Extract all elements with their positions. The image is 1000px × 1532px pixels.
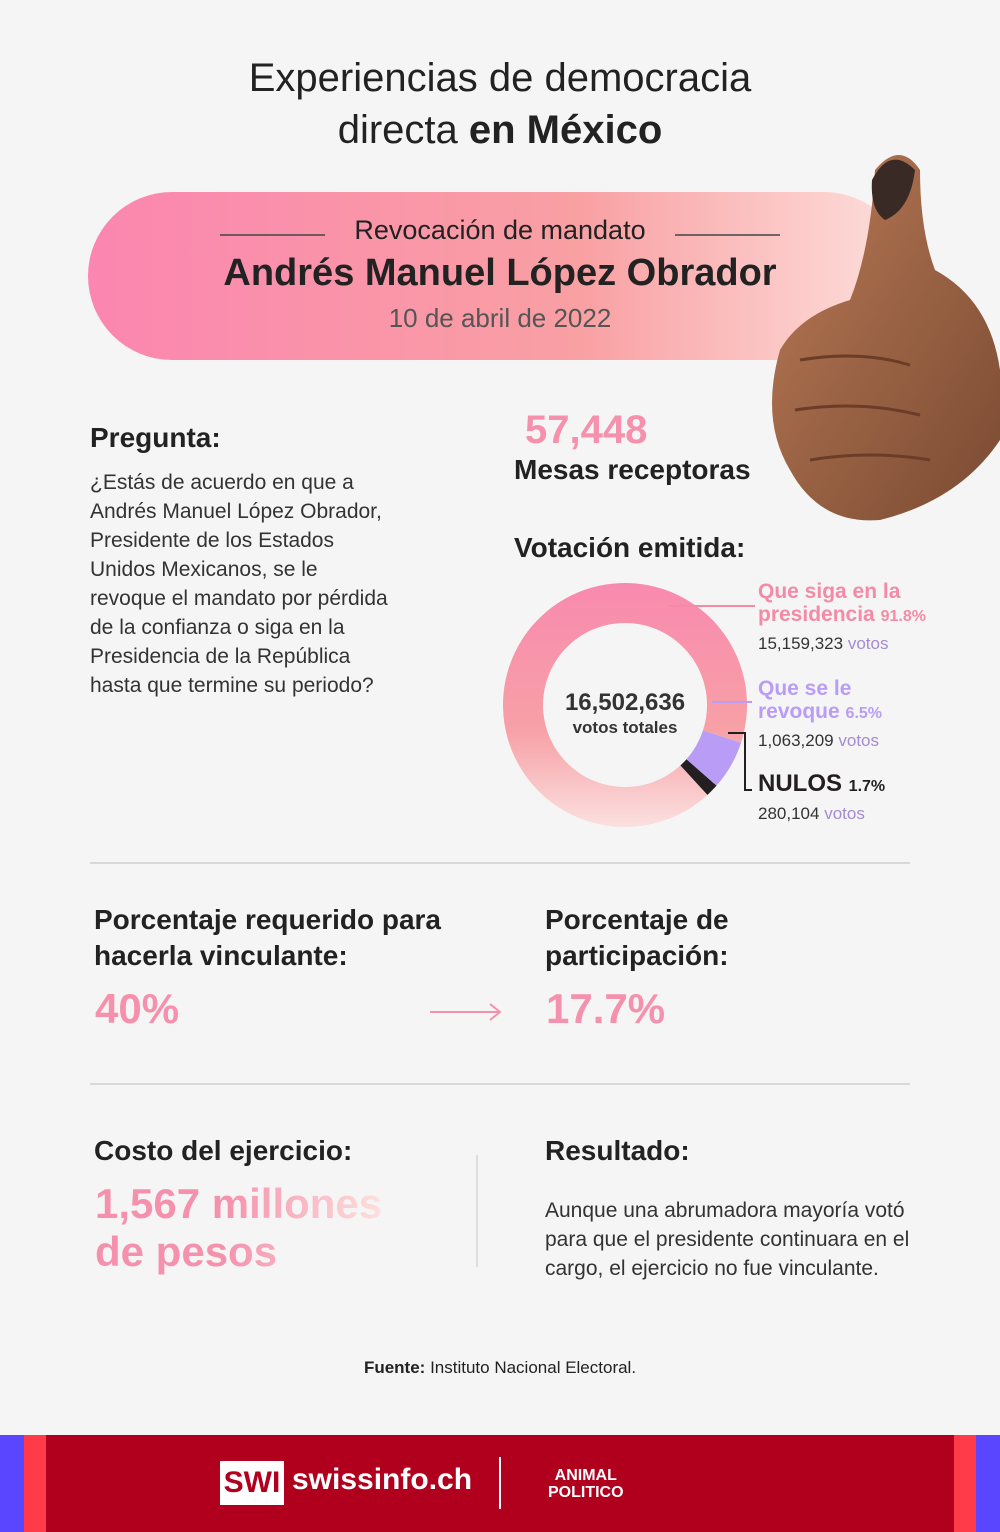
total-votes-label: votos totales [573,718,678,737]
segment-name: Que siga en la presidencia [758,580,901,626]
edge-strip [976,1435,1000,1532]
banner-date: 10 de abril de 2022 [388,303,612,333]
required-value: 40% [95,985,180,1032]
source-text: Instituto Nacional Electoral. [430,1358,637,1377]
title-bold: en México [468,108,663,152]
total-votes: 16,502,636 [565,689,685,716]
cost-value: 1,567 millones de pesos [95,1180,382,1276]
thumb-illustration [772,155,1000,521]
source: Fuente: Instituto Nacional Electoral. [0,1358,1000,1378]
segment-votes-line: 15,159,323 votos [758,634,958,654]
segment-name: NULOS [758,770,842,797]
source-label: Fuente: [363,1358,426,1377]
segment-name-line: Que siga en la presidencia 91.8% [758,580,958,628]
donut-segment [680,759,717,795]
segment-votes: 15,159,323 [758,634,844,653]
segment-unit: votos [824,804,865,823]
logo-separator [499,1457,501,1509]
title-regular: directa [337,108,458,152]
segment-label: Que siga en la presidencia 91.8% 15,159,3… [758,580,958,654]
title-line: Experiencias de democracia [248,56,752,100]
banner [88,192,908,360]
banner-rules [220,234,780,236]
segment-votes-line: 1,063,209 votos [758,731,918,751]
cost-line: 1,567 millones [95,1180,383,1227]
stations-label: Mesas receptoras [514,454,751,485]
question-heading: Pregunta: [90,422,221,453]
banner-subtitle: Revocación de mandato [354,215,646,245]
divider [90,862,910,864]
segment-unit: votos [838,731,880,750]
segment-votes: 1,063,209 [758,731,834,750]
result-heading: Resultado: [545,1135,690,1166]
footer: SWI swissinfo.ch ANIMAL POLITICO [0,1435,1000,1532]
votes-heading: Votación emitida: [514,532,746,563]
separator [476,1155,478,1267]
swi-logo: SWI [220,1461,284,1505]
segment-name-line: Que se le revoque 6.5% [758,677,918,725]
logo-line: POLITICO [548,1484,624,1501]
donut-segment [686,730,742,786]
title-line: directa en México [0,104,1000,156]
segment-name: Que se le revoque [758,677,852,723]
title: Experiencias de democracia directa en Mé… [0,52,1000,156]
question-text: ¿Estás de acuerdo en que a Andrés Manuel… [90,471,388,697]
edge-strip [954,1435,976,1532]
cost-line: de pesos [95,1228,278,1275]
edge-strip [24,1435,46,1532]
edge-strip [0,1435,24,1532]
donut-chart: 16,502,636 votos totales [503,583,755,827]
participation-value: 17.7% [546,985,666,1032]
swissinfo-logo: swissinfo.ch [292,1463,473,1496]
segment-percent: 91.8% [880,608,926,625]
participation-heading: Porcentaje de participación: [545,904,729,971]
cost-heading: Costo del ejercicio: [94,1135,353,1166]
segment-unit: votos [847,634,889,653]
segment-percent: 1.7% [848,778,886,795]
animal-politico-logo: ANIMAL POLITICO [548,1467,624,1501]
divider [90,1083,910,1085]
segment-votes-line: 280,104 votos [758,804,958,824]
segment-label: Que se le revoque 6.5% 1,063,209 votos [758,677,918,751]
donut-segment [503,583,747,827]
required-heading: Porcentaje requerido para hacerla vincul… [94,904,442,971]
arrow [430,1003,502,1021]
stations-value: 57,448 [525,408,648,452]
segment-name-line: NULOS 1.7% [758,772,958,798]
banner-name: Andrés Manuel López Obrador [223,252,777,294]
segment-label: NULOS 1.7% 280,104 votos [758,772,958,824]
segment-percent: 6.5% [845,705,883,722]
segment-votes: 280,104 [758,804,820,823]
result-text: Aunque una abrumadora mayoría votó para … [545,1199,910,1280]
logo-line: ANIMAL [554,1467,617,1484]
leader-line [728,732,752,791]
